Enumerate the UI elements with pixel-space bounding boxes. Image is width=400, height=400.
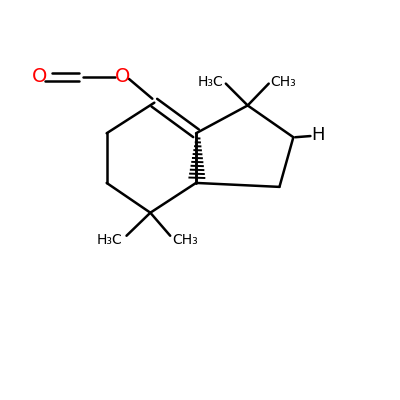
Text: CH₃: CH₃ xyxy=(271,75,296,89)
Text: CH₃: CH₃ xyxy=(172,233,198,247)
Text: H₃C: H₃C xyxy=(97,233,122,247)
Text: O: O xyxy=(32,67,47,86)
Text: H₃C: H₃C xyxy=(198,75,224,89)
Text: O: O xyxy=(115,67,130,86)
Text: H: H xyxy=(311,126,325,144)
